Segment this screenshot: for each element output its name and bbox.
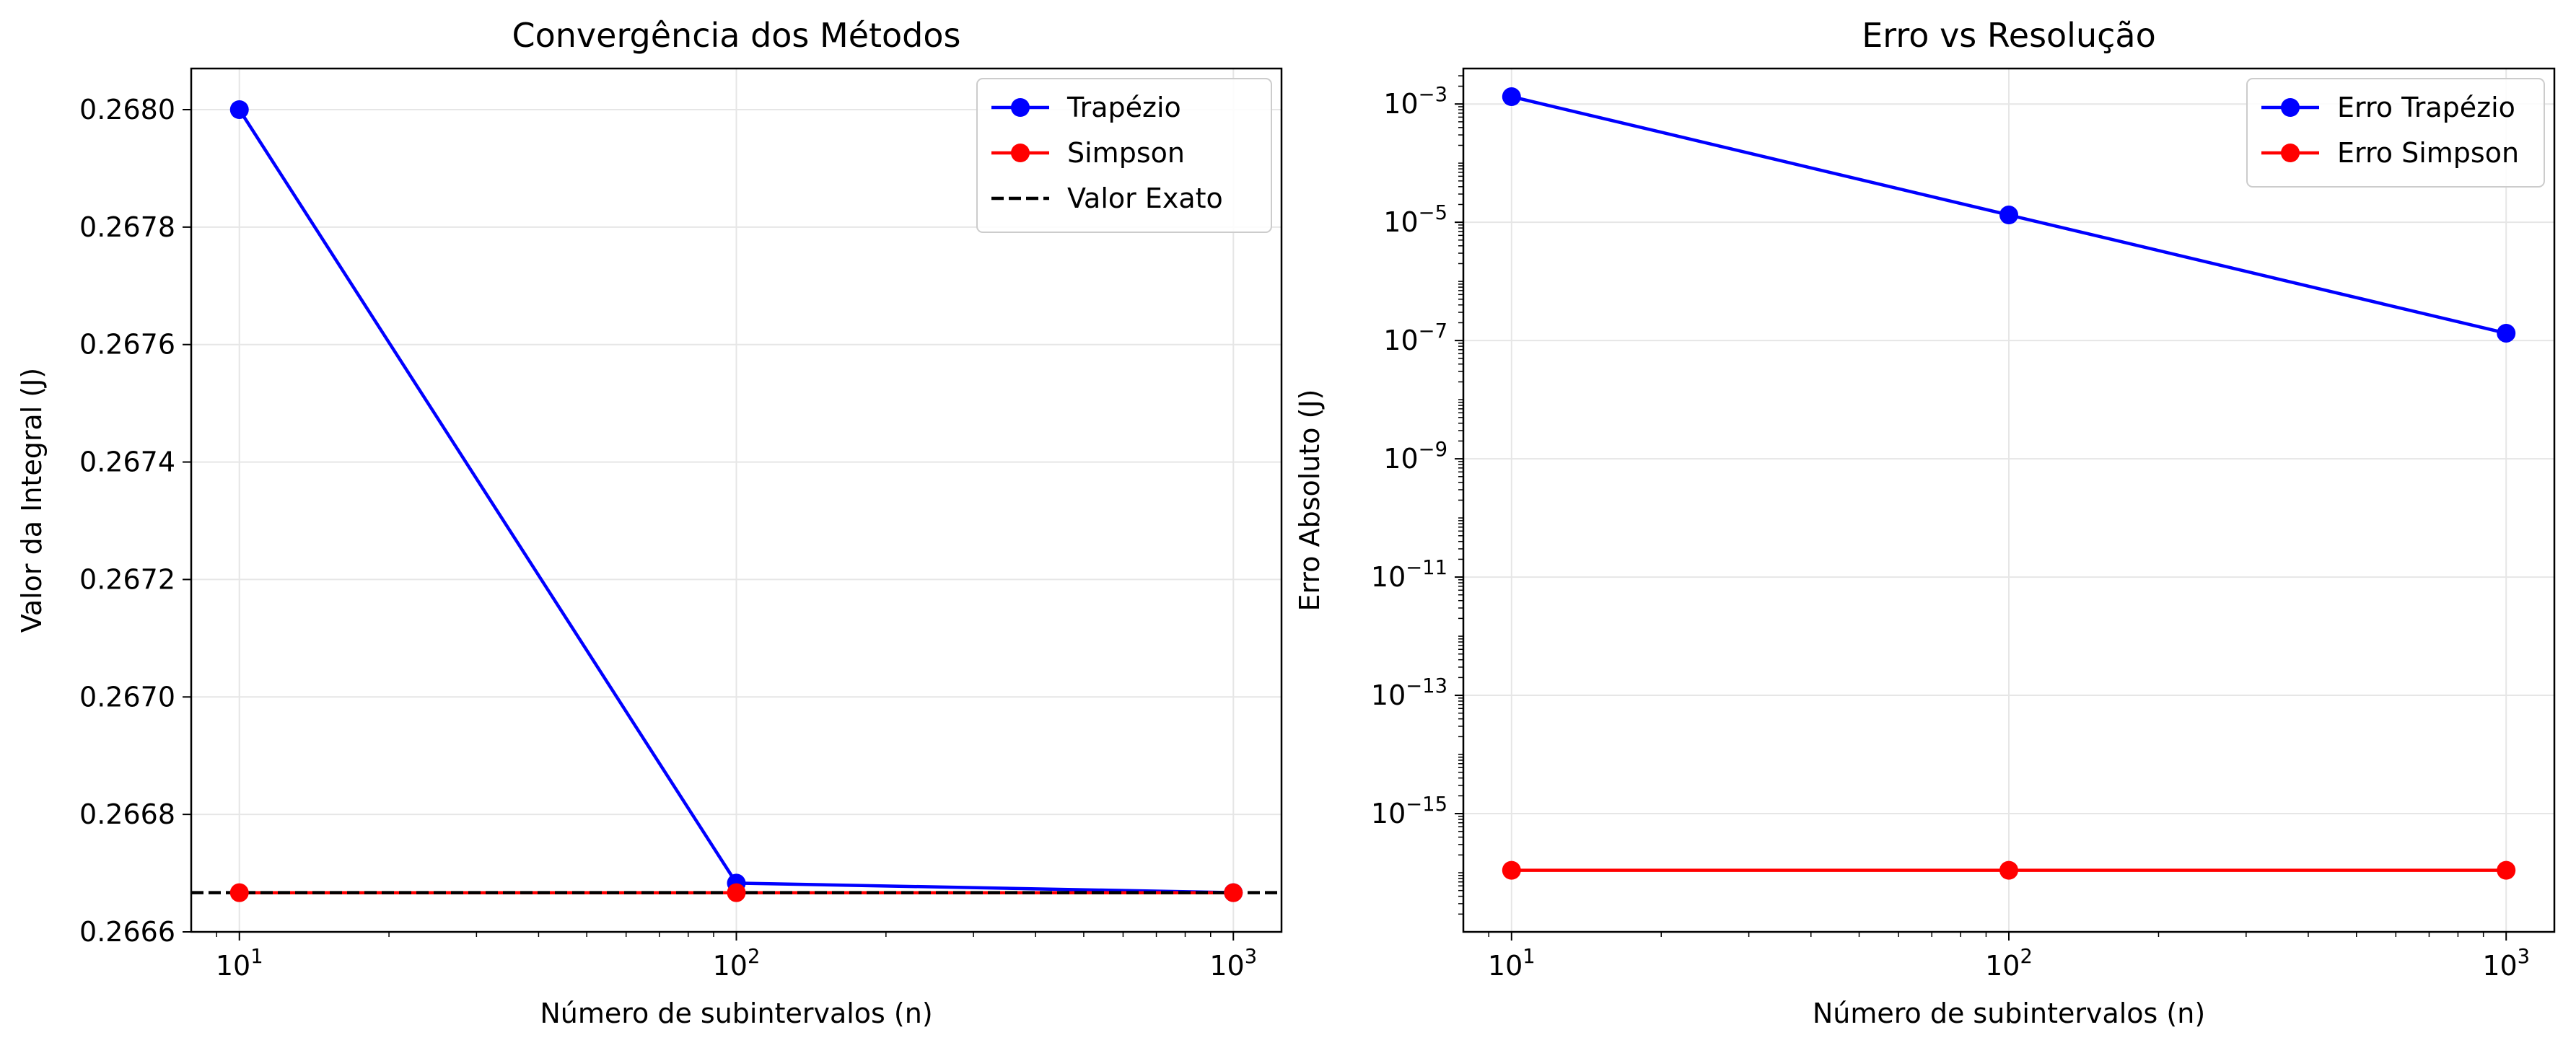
y-tick-label: 0.2680 — [79, 94, 175, 126]
series-erro-trap-zio-point — [2497, 323, 2516, 343]
legend-marker — [1011, 144, 1030, 162]
x-tick-label: 103 — [1209, 946, 1257, 982]
y-tick-label-exp: −7 — [1419, 320, 1447, 343]
y-tick-label: 0.2676 — [79, 329, 175, 361]
y-tick-label: 0.2666 — [79, 916, 175, 948]
y-tick-label-base: 10 — [1371, 798, 1406, 829]
series-group — [1502, 87, 2516, 880]
y-tick-label-exp: −13 — [1406, 675, 1447, 697]
legend-box — [2246, 78, 2545, 188]
legend: Trapézio Simpson Valor Exato — [976, 78, 1272, 233]
series-trap-zio-point — [229, 100, 249, 119]
legend-marker — [2281, 144, 2300, 162]
y-tick-label-exp: −3 — [1419, 84, 1447, 106]
x-tick-label-exp: 1 — [250, 946, 263, 968]
y-tick-label: 0.2678 — [79, 211, 175, 243]
y-tick-label-exp: −11 — [1406, 557, 1447, 579]
x-tick-label: 101 — [216, 946, 263, 982]
y-tick-label-base: 10 — [1383, 206, 1418, 238]
series-group — [191, 100, 1282, 902]
chart-error: 101 102 10310−1510−1310−1110−910−710−510−3… — [1294, 16, 2556, 1029]
y-tick-label: 10−3 — [1383, 84, 1447, 120]
x-tick-label: 101 — [1488, 946, 1535, 982]
x-tick-label: 102 — [1985, 946, 2033, 982]
chart-title: Erro vs Resolução — [1862, 16, 2156, 55]
y-tick-label-base: 10 — [1371, 561, 1406, 593]
series-simpson-point — [1224, 883, 1243, 902]
legend-marker — [2281, 98, 2300, 117]
x-tick-label-base: 10 — [1985, 950, 2020, 982]
series-erro-trap-zio-point — [1999, 206, 2018, 225]
x-tick-label-base: 10 — [1488, 950, 1523, 982]
y-tick-label-exp: −5 — [1419, 202, 1447, 224]
legend-label: Valor Exato — [1067, 182, 1223, 214]
y-tick-label: 0.2668 — [79, 798, 175, 830]
x-tick-label-base: 10 — [713, 950, 748, 982]
series-erro-trap-zio-point — [1502, 87, 1521, 107]
y-tick-label-base: 10 — [1383, 325, 1418, 356]
y-tick-label: 10−11 — [1371, 557, 1447, 593]
x-tick-label-exp: 3 — [1245, 946, 1257, 968]
x-axis-label: Número de subintervalos (n) — [540, 998, 932, 1029]
y-tick-label: 0.2672 — [79, 563, 175, 595]
series-erro-simpson-point — [1999, 860, 2018, 880]
series-erro-simpson-point — [2497, 860, 2516, 880]
legend: Erro Trapézio Erro Simpson — [2246, 78, 2545, 188]
legend-marker — [1011, 98, 1030, 117]
x-axis-label: Número de subintervalos (n) — [1813, 998, 2205, 1029]
y-axis-label: Erro Absoluto (J) — [1294, 389, 1326, 612]
y-tick-label: 10−5 — [1383, 202, 1447, 238]
x-tick-label-exp: 1 — [1523, 946, 1535, 968]
chart-title: Convergência dos Métodos — [512, 16, 961, 55]
x-tick-label-base: 10 — [216, 950, 250, 982]
x-tick-label-base: 10 — [2482, 950, 2517, 982]
series-simpson-point — [229, 883, 249, 902]
y-tick-label-exp: −15 — [1406, 793, 1447, 816]
chart-convergence: 101 102 1030.26660.26680.26700.26720.26740… — [16, 16, 1283, 1029]
y-tick-label: 10−7 — [1383, 320, 1447, 356]
legend-label: Erro Simpson — [2337, 137, 2519, 169]
y-axis-label: Valor da Integral (J) — [16, 368, 48, 633]
y-tick-label: 0.2674 — [79, 446, 175, 478]
y-tick-label: 10−9 — [1383, 439, 1447, 475]
series-erro-simpson-point — [1502, 860, 1521, 880]
x-tick-label-exp: 2 — [2020, 946, 2032, 968]
x-tick-label: 102 — [713, 946, 761, 982]
series-simpson-point — [727, 883, 746, 902]
y-tick-label-base: 10 — [1383, 443, 1418, 475]
y-tick-label-base: 10 — [1383, 88, 1418, 120]
x-tick-label-exp: 3 — [2518, 946, 2530, 968]
x-tick-label-exp: 2 — [748, 946, 760, 968]
x-tick-label-base: 10 — [1209, 950, 1244, 982]
axes-frame — [1462, 67, 2556, 933]
y-tick-label-base: 10 — [1371, 679, 1406, 711]
y-tick-label: 0.2670 — [79, 681, 175, 713]
axes-frame — [190, 67, 1283, 933]
legend-label: Simpson — [1067, 137, 1185, 169]
legend-label: Trapézio — [1066, 92, 1181, 123]
legend-box — [976, 78, 1272, 233]
x-tick-label: 103 — [2482, 946, 2530, 982]
y-tick-label: 10−15 — [1371, 793, 1447, 829]
y-tick-label: 10−13 — [1371, 675, 1447, 711]
y-tick-label-exp: −9 — [1419, 439, 1447, 461]
legend-label: Erro Trapézio — [2337, 92, 2515, 123]
